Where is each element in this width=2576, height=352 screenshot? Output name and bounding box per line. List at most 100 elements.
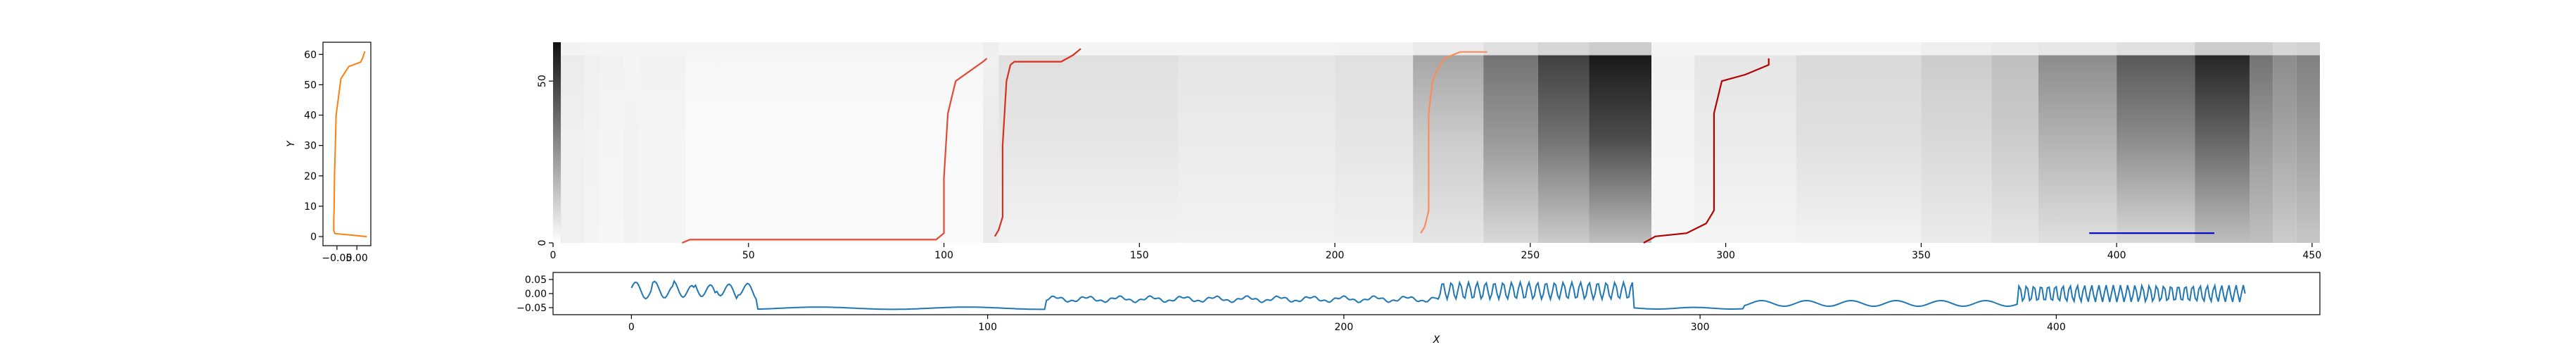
heatmap-band: [2195, 55, 2250, 244]
heatmap-band-top: [1178, 42, 1335, 56]
heatmap-band: [1991, 55, 2039, 244]
bottom-x-tick-label: 0: [628, 322, 635, 333]
heatmap-band-top: [685, 42, 984, 56]
bottom-signal-y-ticks: 0.05 0.00 −0.05: [516, 275, 553, 314]
heatmap-band: [998, 55, 1179, 244]
left-y-tick-label: 20: [304, 171, 317, 182]
heatmap-panel: 0 50 100 150 200 250 300 350 400 450 0 50: [537, 42, 2321, 261]
left-y-tick-label: 10: [304, 201, 317, 213]
heatmap-band: [1413, 55, 1484, 244]
heatmap-band-top: [1991, 42, 2039, 56]
heatmap-band: [1651, 55, 1695, 244]
heatmap-overlay-line: [1643, 58, 1770, 244]
heatmap-band-top: [1413, 42, 1484, 56]
left-y-tick-label: 30: [304, 141, 317, 152]
left-x-tick-label: 0.00: [346, 253, 368, 264]
heatmap-band-top: [2250, 42, 2273, 56]
heatmap-y-ticks: 0 50: [537, 75, 553, 246]
heatmap-band: [1694, 55, 1796, 244]
heatmap-band: [1589, 55, 1652, 244]
heatmap-x-tick-label: 450: [2303, 250, 2322, 261]
heatmap-band-top: [1537, 42, 1590, 56]
heatmap-band: [1921, 55, 1992, 244]
heatmap-band: [2250, 55, 2273, 244]
heatmap-overlay-line: [681, 58, 988, 244]
heatmap-band-top: [1483, 42, 1538, 56]
heatmap-band: [983, 55, 999, 244]
bottom-x-tick-label: 300: [1691, 322, 1710, 333]
heatmap-x-tick-label: 0: [550, 250, 557, 261]
bottom-signal-series: [630, 279, 2246, 310]
left-profile-panel: 0 10 20 30 40 50 60 −0.050.00 Y: [286, 42, 372, 264]
heatmap-band: [685, 55, 984, 244]
heatmap-band: [1537, 55, 1590, 244]
left-y-tick-label: 50: [304, 80, 317, 91]
left-profile-x-ticks: −0.050.00: [322, 246, 368, 264]
heatmap-band: [623, 55, 640, 244]
heatmap-x-tick-label: 300: [1716, 250, 1735, 261]
bottom-signal-x-ticks: 0 100 200 300 400: [628, 315, 2066, 333]
heatmap-x-tick-label: 100: [934, 250, 953, 261]
heatmap-band-top: [1335, 42, 1414, 56]
heatmap-band-top: [584, 42, 600, 56]
left-profile-series: [333, 51, 367, 238]
heatmap-x-tick-label: 350: [1912, 250, 1931, 261]
heatmap-band-top: [623, 42, 640, 56]
heatmap-overlay-line: [1420, 51, 1487, 234]
heatmap-band: [2038, 55, 2117, 244]
heatmap-band-top: [1589, 42, 1652, 56]
left-profile-y-axis-label: Y: [286, 140, 297, 147]
left-x-tick-label: −0.05: [322, 253, 352, 264]
heatmap-band: [584, 55, 600, 244]
heatmap-band: [553, 42, 561, 243]
heatmap-band: [599, 55, 623, 244]
heatmap-band-top: [2038, 42, 2117, 56]
heatmap-band-top: [1921, 42, 1992, 56]
left-y-tick-label: 40: [304, 111, 317, 122]
heatmap-band-top: [2195, 42, 2250, 56]
heatmap-band-top: [983, 42, 999, 56]
heatmap-band: [2273, 55, 2297, 244]
heatmap-band: [2117, 55, 2195, 244]
heatmap-overlay-lines: [681, 48, 2214, 244]
heatmap-x-tick-label: 50: [742, 250, 755, 261]
heatmap-band-top: [1796, 42, 1922, 56]
heatmap-band: [1796, 55, 1922, 244]
left-profile-frame: [322, 42, 372, 246]
bottom-y-tick-label: 0.05: [525, 275, 547, 286]
heatmap-x-tick-label: 150: [1130, 250, 1149, 261]
bottom-x-tick-label: 100: [978, 322, 997, 333]
bottom-y-tick-label: −0.05: [516, 303, 547, 314]
heatmap-band: [1483, 55, 1538, 244]
heatmap-bands: [553, 42, 2320, 244]
heatmap-overlay-line: [994, 48, 1081, 237]
bottom-signal-panel: 0 100 200 300 400 0.05 0.00 −0.05 X: [516, 272, 2321, 346]
heatmap-x-ticks: 0 50 100 150 200 250 300 350 400 450: [550, 243, 2322, 261]
bottom-signal-x-axis-label: X: [1433, 334, 1440, 346]
heatmap-x-tick-label: 400: [2107, 250, 2126, 261]
heatmap-band-top: [1694, 42, 1796, 56]
heatmap-x-tick-label: 200: [1326, 250, 1345, 261]
heatmap-y-tick-label: 50: [537, 75, 548, 87]
heatmap-band-top: [639, 42, 686, 56]
heatmap-band-top: [998, 42, 1179, 56]
heatmap-band: [1178, 55, 1335, 244]
bottom-signal-frame: [552, 272, 2321, 315]
heatmap-band: [2296, 55, 2320, 244]
heatmap-band-top: [1651, 42, 1695, 56]
heatmap-band: [1335, 55, 1414, 244]
bottom-x-tick-label: 400: [2047, 322, 2066, 333]
heatmap-band: [639, 55, 686, 244]
bottom-x-tick-label: 200: [1335, 322, 1354, 333]
left-profile-y-ticks: 0 10 20 30 40 50 60: [304, 49, 323, 243]
left-y-tick-label: 60: [304, 49, 317, 61]
heatmap-band-top: [2117, 42, 2195, 56]
heatmap-band: [561, 55, 585, 244]
heatmap-band-top: [2273, 42, 2297, 56]
heatmap-x-tick-label: 250: [1521, 250, 1540, 261]
heatmap-band-top: [599, 42, 623, 56]
heatmap-band-top: [561, 42, 585, 56]
bottom-y-tick-label: 0.00: [525, 289, 547, 300]
heatmap-band-top: [2296, 42, 2320, 56]
